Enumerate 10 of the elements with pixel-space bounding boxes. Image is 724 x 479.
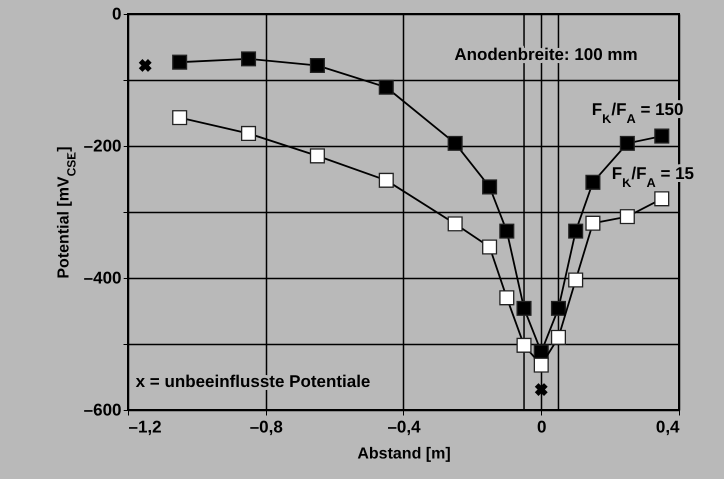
y-tick-label: –200: [84, 136, 122, 156]
y-tick-label: 0: [112, 4, 122, 24]
x-tick-label: –0,4: [387, 418, 422, 436]
x-tick-label: 0: [537, 418, 546, 436]
y-tick-label: –400: [84, 268, 122, 288]
x-tick-label: –1,2: [128, 418, 162, 436]
x-axis-title: Abstand [m]: [357, 446, 451, 462]
y-tick-label: –600: [84, 400, 122, 420]
x-tick-label: 0,4: [656, 418, 680, 436]
x-tick-label: –0,8: [250, 418, 283, 436]
